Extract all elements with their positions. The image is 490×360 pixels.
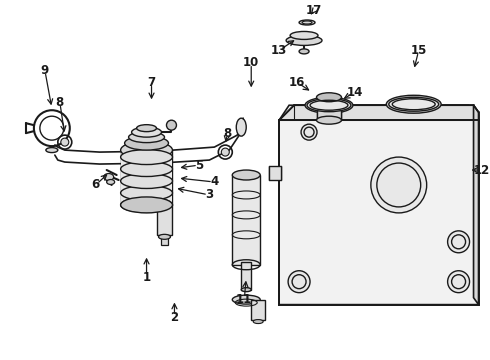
Circle shape — [288, 271, 310, 293]
Bar — [251, 300, 265, 320]
Ellipse shape — [305, 97, 353, 113]
Ellipse shape — [307, 99, 351, 112]
Text: 17: 17 — [306, 4, 322, 17]
Text: 14: 14 — [347, 86, 363, 99]
Ellipse shape — [121, 197, 172, 213]
Text: 3: 3 — [205, 188, 214, 202]
Bar — [161, 235, 169, 245]
Bar — [269, 166, 281, 180]
Circle shape — [448, 231, 469, 253]
Ellipse shape — [317, 116, 342, 124]
Ellipse shape — [107, 180, 115, 184]
Circle shape — [221, 148, 229, 156]
Ellipse shape — [317, 93, 342, 102]
Circle shape — [167, 120, 176, 130]
Ellipse shape — [232, 170, 260, 180]
Ellipse shape — [121, 141, 172, 159]
Text: 2: 2 — [171, 311, 178, 324]
Text: 9: 9 — [41, 64, 49, 77]
Ellipse shape — [137, 125, 156, 132]
Ellipse shape — [121, 185, 172, 201]
Bar — [121, 150, 172, 205]
Ellipse shape — [389, 97, 439, 111]
Text: 5: 5 — [195, 158, 203, 172]
Bar — [156, 205, 172, 235]
Text: 4: 4 — [210, 175, 219, 189]
Text: 16: 16 — [289, 76, 305, 89]
Ellipse shape — [121, 162, 172, 176]
Ellipse shape — [132, 127, 162, 137]
Text: 15: 15 — [411, 44, 427, 57]
Ellipse shape — [290, 31, 318, 40]
Circle shape — [301, 124, 317, 140]
Circle shape — [61, 138, 69, 146]
Ellipse shape — [299, 20, 315, 25]
Ellipse shape — [253, 320, 263, 324]
Ellipse shape — [121, 150, 172, 165]
Ellipse shape — [286, 35, 322, 45]
Ellipse shape — [121, 197, 172, 212]
Circle shape — [371, 157, 427, 213]
Bar — [241, 262, 251, 290]
Bar — [232, 175, 260, 265]
Text: 8: 8 — [223, 127, 231, 140]
Text: 6: 6 — [92, 179, 100, 192]
Text: 12: 12 — [473, 163, 490, 176]
Ellipse shape — [299, 49, 309, 54]
Text: 11: 11 — [236, 293, 252, 306]
Ellipse shape — [124, 136, 169, 150]
Ellipse shape — [158, 234, 171, 239]
Ellipse shape — [236, 118, 246, 136]
Polygon shape — [473, 105, 479, 305]
Ellipse shape — [121, 174, 172, 189]
Bar — [317, 98, 341, 120]
Ellipse shape — [104, 174, 114, 180]
Ellipse shape — [46, 148, 58, 153]
Ellipse shape — [232, 295, 260, 304]
Text: 10: 10 — [243, 56, 259, 69]
Text: 1: 1 — [143, 271, 150, 284]
Text: 8: 8 — [56, 96, 64, 109]
Ellipse shape — [241, 288, 251, 292]
Polygon shape — [279, 105, 479, 120]
Ellipse shape — [128, 132, 165, 143]
Circle shape — [448, 271, 469, 293]
Text: 13: 13 — [271, 44, 287, 57]
Polygon shape — [279, 105, 479, 305]
Text: 7: 7 — [147, 76, 156, 89]
Ellipse shape — [386, 95, 441, 113]
